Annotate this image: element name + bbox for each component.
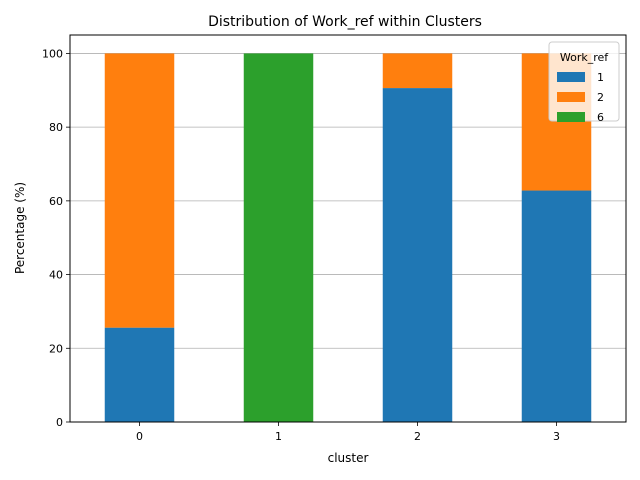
legend-label-1: 1 [597,71,604,84]
y-tick-label: 60 [49,195,63,208]
bar-segment-series-1-cluster-2 [382,88,453,423]
legend-label-6: 6 [597,111,604,124]
x-tick-label: 3 [553,430,560,443]
y-tick-label: 100 [42,47,63,60]
legend-label-2: 2 [597,91,604,104]
x-tick-label: 0 [136,430,143,443]
x-tick-label: 1 [275,430,282,443]
chart-title: Distribution of Work_ref within Clusters [208,14,482,30]
bar-segment-series-2-cluster-0 [104,53,175,328]
x-axis-ticks: 0 1 2 3 [136,422,560,443]
legend-title: Work_ref [560,51,609,64]
y-tick-label: 80 [49,121,63,134]
legend-swatch-1 [557,72,585,82]
plot-frame [69,34,627,423]
y-axis-ticks: 0 20 40 60 80 100 [42,47,70,429]
bars [104,53,592,423]
legend: Work_ref 1 2 6 [548,41,620,124]
y-tick-label: 20 [49,342,63,355]
x-axis-label: cluster [328,451,369,465]
bar-segment-series-1-cluster-3 [521,190,592,422]
bar-segment-series-2-cluster-2 [382,53,453,89]
y-tick-label: 40 [49,269,63,282]
legend-swatch-6 [557,112,585,122]
bar-segment-series-6-cluster-1 [243,53,314,423]
legend-swatch-2 [557,92,585,102]
bar-segment-series-1-cluster-0 [104,327,175,422]
x-tick-label: 2 [414,430,421,443]
y-tick-label: 0 [56,416,63,429]
y-axis-label: Percentage (%) [13,182,27,274]
